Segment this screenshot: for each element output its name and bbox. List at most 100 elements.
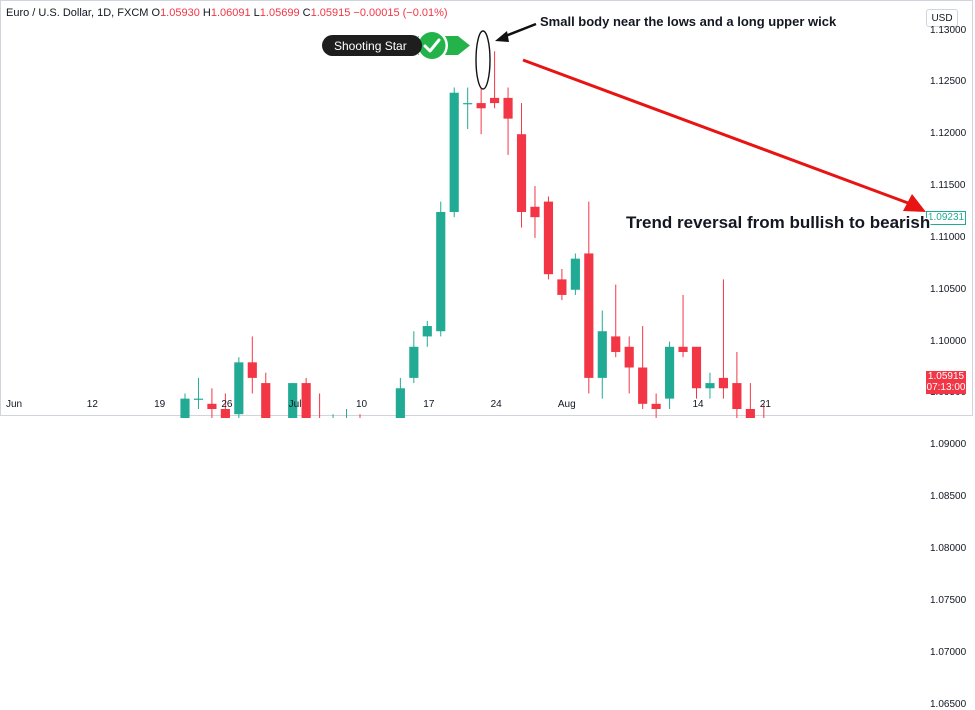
trend-reversal-text: Trend reversal from bullish to bearish: [626, 213, 931, 232]
candle: [463, 87, 473, 130]
candle: [570, 253, 580, 295]
candle: [763, 403, 765, 418]
candle-body: [490, 97, 500, 104]
currency-button[interactable]: USD: [926, 9, 958, 27]
x-tick-label: 21: [759, 399, 771, 410]
candle-body: [476, 103, 486, 109]
candle: [207, 388, 217, 418]
low-value: 1.05699: [259, 7, 300, 19]
candle: [261, 372, 271, 418]
x-tick-label: 14: [692, 399, 704, 410]
candle-body: [530, 206, 540, 218]
x-tick-label: 12: [86, 399, 98, 410]
candle-body: [691, 346, 702, 389]
candle: [490, 51, 500, 109]
candle-body: [516, 134, 527, 212]
candle: [732, 351, 742, 418]
shooting-star-label: Shooting Star: [334, 38, 407, 53]
candle: [193, 377, 204, 410]
candle: [530, 186, 540, 238]
candle: [359, 414, 361, 418]
mid-price-badge: 1.09231: [926, 211, 966, 225]
candle-body: [638, 367, 648, 404]
x-tick-label: 17: [423, 399, 435, 410]
candle: [516, 103, 527, 228]
y-tick-label: 1.10500: [930, 283, 967, 295]
candle: [220, 393, 230, 418]
candle: [247, 336, 257, 394]
candle-body: [301, 383, 311, 418]
candlestick-chart[interactable]: [0, 0, 975, 418]
y-tick-label: 1.10000: [930, 335, 967, 347]
x-tick-label: 10: [355, 399, 368, 410]
candle-body: [584, 253, 594, 378]
candle-body: [651, 403, 661, 410]
x-tick-label: 24: [490, 399, 502, 410]
y-tick-label: 1.12000: [930, 128, 967, 140]
candle-body: [180, 398, 190, 418]
candle: [301, 377, 311, 418]
candle-body: [207, 403, 217, 410]
candle: [422, 320, 432, 347]
candle-body: [557, 279, 567, 295]
candle: [691, 346, 702, 399]
candle: [665, 341, 675, 410]
x-tick-label: Aug: [557, 399, 576, 410]
symbol-name: Euro / U.S. Dollar, 1D, FXCM: [6, 7, 149, 19]
y-tick-label: 1.09000: [930, 439, 967, 451]
shooting-star-ellipse: [475, 30, 491, 90]
wick-callout-text: Small body near the lows and a long uppe…: [540, 14, 837, 29]
candle-body: [570, 258, 580, 290]
candle-body: [597, 331, 607, 378]
candle-body: [449, 92, 459, 212]
candle-body: [436, 211, 446, 332]
y-tick-label: 1.11000: [930, 231, 966, 243]
candle: [718, 279, 729, 399]
candle: [584, 201, 594, 394]
candle: [409, 331, 419, 384]
y-tick-label: 1.06500: [930, 698, 967, 710]
candle: [745, 383, 755, 418]
candle-body: [732, 383, 742, 410]
candle-body: [463, 103, 473, 105]
close-label: C: [302, 7, 311, 19]
trend-arrow-head: [903, 194, 926, 212]
candle: [234, 357, 244, 418]
candle: [288, 383, 298, 418]
candle: [557, 269, 567, 301]
candle: [395, 377, 405, 418]
candle-body: [611, 336, 621, 352]
candle-body: [409, 346, 419, 378]
y-tick-label: 1.08000: [930, 543, 967, 554]
countdown-badge: 07:13:00: [926, 382, 966, 394]
y-tick-label: 1.07000: [930, 646, 967, 658]
x-tick-label: Jun: [6, 399, 23, 410]
check-circle-icon: [418, 32, 446, 59]
candle: [319, 393, 321, 418]
low-label: L: [253, 7, 260, 19]
candle-body: [624, 346, 634, 368]
y-tick-label: 1.13000: [930, 24, 967, 36]
high-value: 1.06091: [210, 7, 251, 19]
candle: [346, 409, 348, 418]
candle-body: [665, 346, 675, 399]
candle-body: [718, 377, 729, 389]
candle: [180, 393, 190, 418]
candle-body: [220, 409, 230, 418]
y-tick-label: 1.07500: [930, 594, 967, 606]
x-tick-label: 26: [221, 399, 233, 410]
candle: [476, 87, 486, 135]
candle-body: [261, 383, 271, 418]
open-value: 1.05930: [160, 7, 200, 19]
x-tick-label: 19: [154, 399, 166, 410]
open-label: O: [151, 7, 161, 19]
trend-arrow-line: [522, 58, 909, 205]
check-mark-icon: [423, 38, 441, 53]
candle: [449, 87, 459, 218]
candle: [678, 294, 688, 358]
y-tick-label: 1.08500: [930, 491, 967, 503]
candle: [332, 414, 334, 418]
candle: [651, 393, 661, 418]
candle: [638, 326, 648, 410]
close-value: 1.05915: [310, 7, 351, 19]
